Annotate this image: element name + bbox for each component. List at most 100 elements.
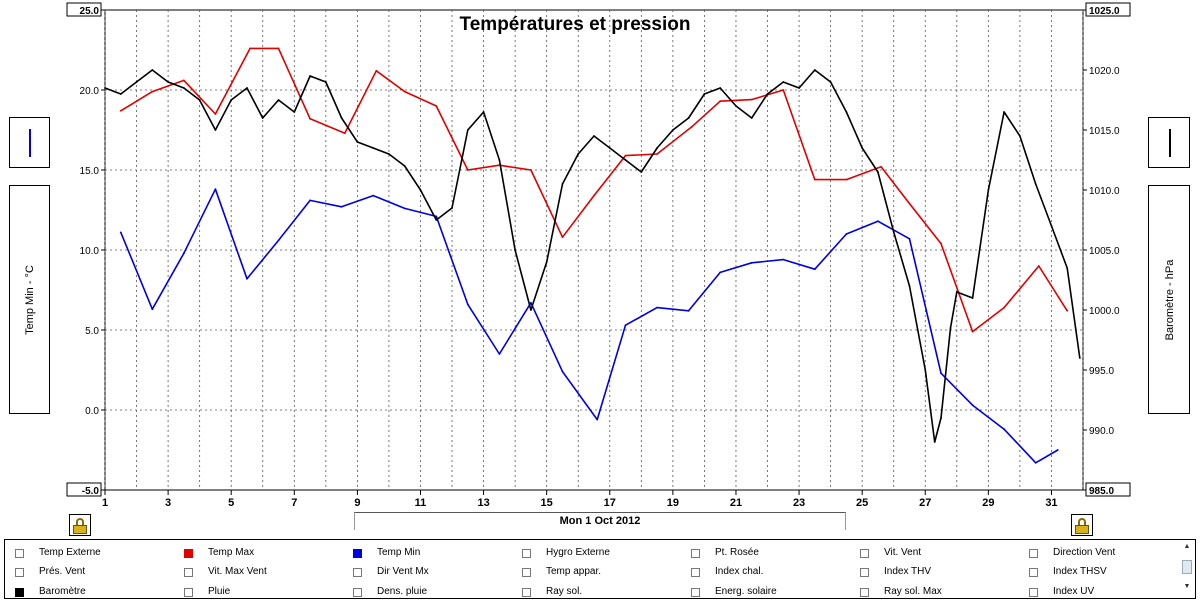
legend-item[interactable]: Ray sol. Max — [860, 586, 942, 600]
data-point-temp-max — [813, 178, 816, 181]
left-lock-icon[interactable] — [69, 514, 91, 536]
x-tick-label: 17 — [604, 497, 616, 509]
data-point-barometre — [987, 189, 990, 191]
scroll-thumb[interactable] — [1182, 560, 1192, 574]
legend-checkbox[interactable] — [522, 548, 531, 558]
legend-item[interactable]: Index chal. — [691, 566, 763, 580]
legend-item[interactable]: Index THSV — [1029, 566, 1107, 580]
left-tick-label: 20.0 — [80, 86, 100, 97]
data-point-barometre — [577, 153, 580, 155]
legend-checkbox[interactable] — [1029, 548, 1038, 558]
data-point-temp-max — [403, 90, 406, 93]
legend-item[interactable]: Index UV — [1029, 586, 1094, 600]
legend-checkbox[interactable] — [522, 567, 531, 577]
data-point-temp-min — [596, 418, 599, 421]
data-point-temp-min — [561, 370, 564, 373]
right-tick-label: 995.0 — [1089, 366, 1114, 377]
data-point-temp-max — [375, 69, 378, 72]
legend-item[interactable]: Hygro Externe — [522, 547, 610, 561]
right-lock-icon[interactable] — [1071, 514, 1093, 536]
data-point-temp-min — [845, 233, 848, 235]
data-point-temp-min — [1034, 461, 1037, 464]
legend-item[interactable]: Temp Min — [353, 547, 420, 561]
data-point-temp-min — [372, 194, 375, 197]
legend-checkbox[interactable] — [15, 567, 24, 577]
legend-item[interactable]: Vit. Vent — [860, 547, 921, 561]
data-point-barometre — [766, 93, 769, 95]
data-point-temp-min — [403, 207, 406, 210]
legend-checkbox[interactable] — [691, 587, 700, 597]
x-tick-label: 3 — [165, 497, 171, 509]
right-tick-label: 1015.0 — [1089, 126, 1120, 137]
legend-item[interactable]: Energ. solaire — [691, 586, 777, 600]
data-point-barometre — [214, 129, 217, 131]
legend-item[interactable]: Temp Externe — [15, 547, 101, 561]
scroll-up-icon[interactable]: ▲ — [1183, 543, 1191, 550]
legend-checkbox[interactable] — [1029, 587, 1038, 597]
data-point-temp-min — [246, 277, 248, 280]
legend-item[interactable]: Dens. pluie — [353, 586, 427, 600]
legend-item[interactable]: Index THV — [860, 566, 931, 580]
legend-item[interactable]: Prés. Vent — [15, 566, 85, 580]
legend-checkbox[interactable] — [184, 567, 193, 577]
legend-item[interactable]: Dir Vent Mx — [353, 566, 429, 580]
right-tick-label: 1000.0 — [1089, 306, 1120, 317]
legend-checkbox[interactable] — [691, 567, 700, 577]
legend-checkbox[interactable] — [860, 548, 869, 558]
data-point-barometre — [1050, 225, 1053, 227]
data-point-temp-min — [940, 372, 942, 375]
left-series-indicator[interactable] — [9, 117, 50, 168]
data-point-temp-min — [656, 306, 658, 309]
legend-label: Vit. Vent — [884, 547, 922, 558]
right-tick-label: 985.0 — [1089, 486, 1114, 497]
barometre-line-swatch — [1169, 129, 1171, 157]
legend-checkbox[interactable] — [353, 587, 362, 597]
legend-checkbox[interactable] — [353, 567, 362, 577]
data-point-barometre — [561, 183, 564, 185]
legend-item[interactable]: Pluie — [184, 586, 230, 600]
legend-checkbox[interactable] — [860, 587, 869, 597]
data-point-barometre — [829, 81, 832, 83]
data-point-barometre — [782, 81, 785, 83]
data-point-barometre — [750, 117, 753, 119]
data-point-temp-min — [687, 309, 690, 312]
right-series-indicator[interactable] — [1148, 117, 1190, 168]
data-point-temp-max — [343, 132, 346, 135]
data-point-barometre — [261, 117, 264, 119]
legend-item[interactable]: Ray sol. — [522, 586, 582, 600]
data-point-temp-min — [466, 303, 469, 306]
legend-checkbox[interactable] — [522, 587, 531, 597]
legend-label: Temp Externe — [39, 547, 101, 558]
legend-checkbox[interactable] — [860, 567, 869, 577]
data-point-barometre — [640, 171, 643, 173]
legend-checkbox[interactable] — [184, 587, 193, 597]
data-point-temp-min — [119, 231, 122, 234]
legend-item[interactable]: Baromètre — [15, 586, 86, 600]
temp-min-line-swatch — [29, 129, 31, 157]
legend-checkbox[interactable] — [15, 587, 24, 597]
legend-checkbox[interactable] — [184, 548, 193, 558]
legend-item[interactable]: Temp Max — [184, 547, 254, 561]
legend-checkbox[interactable] — [691, 548, 700, 558]
data-point-temp-min — [435, 215, 438, 218]
data-point-temp-max — [277, 47, 280, 50]
legend-item[interactable]: Direction Vent — [1029, 547, 1115, 561]
data-point-barometre — [671, 129, 674, 131]
legend-item[interactable]: Temp appar. — [522, 566, 601, 580]
legend-item[interactable]: Vit. Max Vent — [184, 566, 267, 580]
date-range-bar[interactable]: Mon 1 Oct 2012 — [354, 512, 846, 530]
data-point-barometre — [933, 441, 936, 443]
legend-checkbox[interactable] — [1029, 567, 1038, 577]
legend-checkbox[interactable] — [15, 548, 24, 558]
legend-checkbox[interactable] — [353, 548, 362, 558]
data-point-barometre — [1078, 357, 1081, 359]
scroll-down-icon[interactable]: ▼ — [1183, 583, 1191, 590]
legend-item[interactable]: Pt. Rosée — [691, 547, 759, 561]
data-point-temp-min — [498, 353, 501, 355]
legend-scrollbar[interactable]: ▲ ▼ — [1181, 542, 1193, 596]
data-point-barometre — [451, 207, 453, 209]
data-point-temp-max — [530, 169, 532, 171]
data-point-temp-max — [151, 90, 154, 93]
data-point-temp-min — [782, 258, 785, 261]
data-point-barometre — [198, 99, 201, 101]
